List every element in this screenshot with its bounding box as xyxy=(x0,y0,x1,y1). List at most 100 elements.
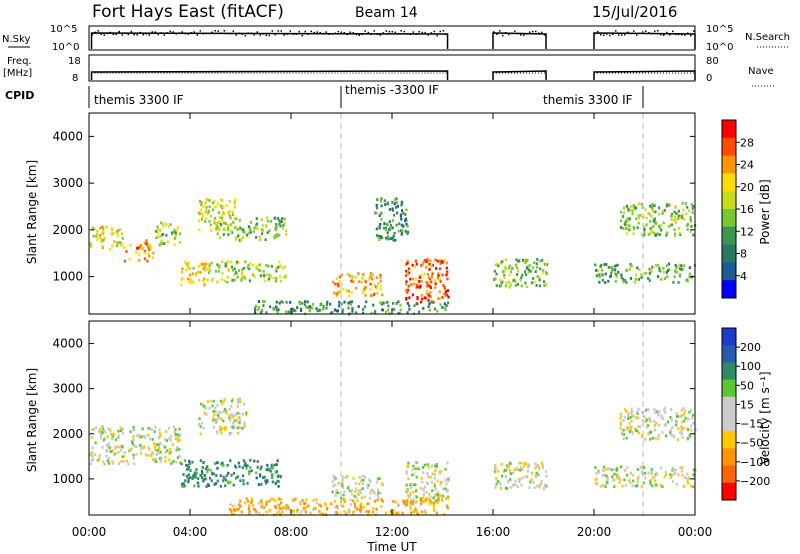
power-data-cell xyxy=(275,305,278,309)
velocity-data-cell xyxy=(240,510,243,514)
velocity-data-cell xyxy=(610,468,613,472)
power-data-cell xyxy=(504,258,507,261)
velocity-data-cell xyxy=(280,507,283,511)
power-data-cell xyxy=(240,228,243,232)
velocity-data-cell xyxy=(230,432,233,436)
velocity-data-cell xyxy=(183,484,186,488)
velocity-data-cell xyxy=(247,472,251,476)
power-data-cell xyxy=(325,306,328,310)
power-data-cell xyxy=(103,236,106,240)
velocity-data-cell xyxy=(422,496,425,500)
velocity-data-cell xyxy=(663,475,666,479)
velocity-data-cell xyxy=(447,497,450,500)
nsearch-point xyxy=(196,34,199,36)
velocity-data-cell xyxy=(234,464,237,468)
velocity-data-cell xyxy=(435,465,438,468)
velocity-data-cell xyxy=(107,456,110,460)
power-data-cell xyxy=(257,308,260,311)
power-data-cell xyxy=(686,279,689,283)
velocity-data-cell xyxy=(360,479,363,483)
power-data-cell xyxy=(425,280,428,284)
power-data-cell xyxy=(364,294,367,297)
velocity-data-cell xyxy=(241,412,244,416)
power-data-cell xyxy=(239,226,242,230)
velocity-data-cell xyxy=(670,408,673,411)
power-data-cell xyxy=(296,306,299,309)
power-data-cell xyxy=(180,283,183,287)
power-data-cell xyxy=(674,221,677,225)
power-data-cell xyxy=(611,266,614,269)
velocity-data-cell xyxy=(669,415,672,419)
velocity-data-cell xyxy=(257,502,260,505)
power-data-cell xyxy=(334,308,337,312)
velocity-data-cell xyxy=(260,506,263,510)
velocity-data-cell xyxy=(200,402,203,406)
velocity-data-cell xyxy=(231,398,234,401)
velocity-data-cell xyxy=(516,485,519,489)
velocity-data-cell xyxy=(153,445,156,449)
velocity-data-cell xyxy=(439,482,442,486)
power-data-cell xyxy=(254,306,257,310)
velocity-data-cell xyxy=(259,473,262,477)
velocity-data-cell xyxy=(242,482,245,486)
power-data-cell xyxy=(383,222,386,225)
power-data-cell xyxy=(105,225,108,229)
velocity-data-cell xyxy=(202,461,205,464)
velocity-data-cell xyxy=(234,509,237,513)
velocity-data-cell xyxy=(336,512,339,515)
velocity-data-cell xyxy=(291,499,294,502)
power-data-cell xyxy=(256,227,259,231)
date-label: 15/Jul/2016 xyxy=(592,3,677,21)
velocity-data-cell xyxy=(117,462,121,465)
velocity-data-cell xyxy=(222,479,225,483)
power-data-cell xyxy=(111,244,114,248)
power-data-cell xyxy=(259,238,262,242)
velocity-data-cell xyxy=(230,510,233,513)
velocity-data-cell xyxy=(216,413,219,417)
velocity-data-cell xyxy=(120,460,123,463)
power-data-cell xyxy=(337,284,340,288)
velocity-data-cell xyxy=(198,417,201,420)
power-data-cell xyxy=(515,273,519,276)
velocity-data-cell xyxy=(225,426,228,430)
velocity-data-cell xyxy=(209,468,212,472)
velocity-data-cell xyxy=(657,413,660,417)
power-data-cell xyxy=(186,266,190,270)
power-data-cell xyxy=(533,261,536,265)
velocity-data-cell xyxy=(606,481,609,484)
power-data-cell xyxy=(651,206,654,210)
power-data-cell xyxy=(391,208,394,212)
velocity-data-cell xyxy=(628,430,631,434)
power-data-cell xyxy=(622,211,625,215)
velocity-data-cell xyxy=(173,425,176,429)
nsearch-point xyxy=(535,30,537,33)
velocity-data-cell xyxy=(669,433,673,437)
power-data-cell xyxy=(416,283,419,287)
power-data-cell xyxy=(307,306,310,309)
velocity-data-cell xyxy=(243,501,247,505)
power-data-cell xyxy=(496,262,499,266)
power-data-cell xyxy=(216,222,219,225)
velocity-data-cell xyxy=(154,425,157,429)
velocity-colorbar-swatch xyxy=(722,431,736,449)
power-data-cell xyxy=(101,232,104,235)
nsearch-point xyxy=(615,30,617,32)
nsearch-point xyxy=(283,34,286,36)
power-data-cell xyxy=(312,303,315,306)
velocity-data-cell xyxy=(616,467,619,470)
velocity-data-cell xyxy=(107,462,110,465)
nsearch-point xyxy=(310,30,313,33)
velocity-data-cell xyxy=(526,475,529,479)
power-data-cell xyxy=(643,228,646,231)
velocity-data-cell xyxy=(442,487,445,491)
power-data-cell xyxy=(404,213,407,216)
velocity-data-cell xyxy=(690,484,693,488)
power-data-cell xyxy=(681,213,684,217)
velocity-data-cell xyxy=(215,430,219,433)
power-data-cell xyxy=(605,263,608,266)
power-data-cell xyxy=(663,277,666,280)
velocity-data-cell xyxy=(211,404,214,408)
nsearch-point xyxy=(424,31,427,34)
power-data-cell xyxy=(441,306,444,309)
power-data-cell xyxy=(204,211,207,215)
